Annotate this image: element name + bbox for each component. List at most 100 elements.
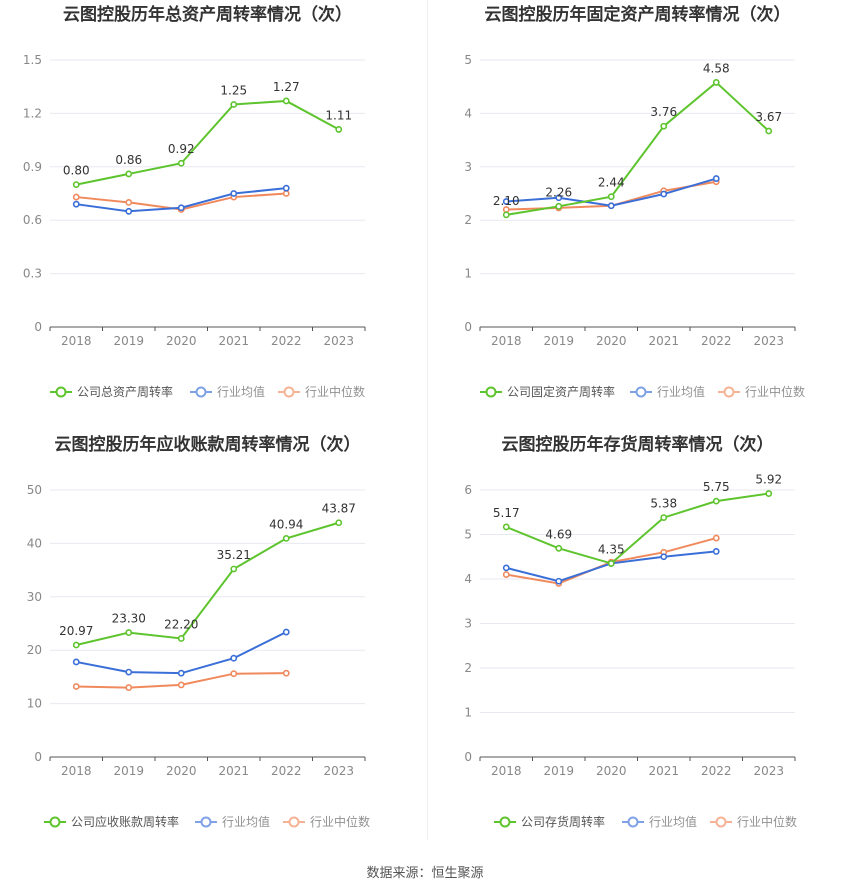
x-tick-label: 2022 (701, 764, 732, 778)
data-point (607, 560, 615, 567)
data-point (765, 490, 773, 497)
data-label: 5.75 (703, 480, 730, 494)
data-point (72, 683, 80, 690)
y-tick-label: 50 (27, 483, 42, 497)
y-tick-label: 6 (464, 483, 472, 497)
y-tick-label: 4 (464, 106, 472, 120)
data-point (125, 198, 133, 206)
data-label: 1.11 (325, 108, 352, 122)
legend-item[interactable]: 行业中位数 (278, 384, 365, 399)
y-tick-label: 0 (34, 320, 42, 334)
data-label: 5.17 (493, 506, 520, 520)
legend-item[interactable]: 公司应收账款周转率 (44, 814, 179, 829)
data-point (177, 681, 185, 689)
x-tick-label: 2019 (113, 764, 144, 778)
data-point (660, 514, 668, 521)
x-tick-label: 2020 (166, 764, 197, 778)
data-point (230, 190, 238, 197)
y-tick-label: 20 (27, 643, 42, 657)
data-point (607, 202, 615, 210)
data-point (282, 628, 290, 636)
y-tick-label: 1.5 (23, 53, 42, 67)
data-point (177, 204, 185, 212)
y-tick-label: 1.2 (23, 106, 42, 120)
legend-marker-icon (195, 386, 207, 398)
data-label: 2.44 (598, 176, 625, 190)
chart-panel-fixed-asset-turnover: 云图控股历年固定资产周转率情况（次） 0 1 2 3 4 5 2018 2019 2020 2021… (430, 0, 850, 430)
legend-marker-icon (715, 816, 727, 828)
data-label: 2.26 (545, 185, 572, 199)
data-label: 4.35 (598, 542, 625, 556)
x-tick-label: 2023 (753, 764, 784, 778)
legend-item[interactable]: 公司固定资产周转率 (480, 384, 615, 399)
data-point (125, 207, 133, 215)
data-point (335, 126, 343, 133)
data-label: 20.97 (59, 624, 93, 638)
data-point (72, 181, 80, 188)
legend-label: 行业均值 (657, 384, 705, 399)
y-tick-label: 4 (464, 572, 472, 586)
data-label: 43.87 (322, 502, 356, 516)
y-tick-label: 0.3 (23, 267, 42, 281)
data-point (712, 548, 720, 555)
x-tick-label: 2020 (596, 334, 627, 348)
data-point (607, 193, 615, 201)
chart-title: 云图控股历年存货周转率情况（次） (502, 434, 774, 455)
y-tick-label: 3 (464, 617, 472, 631)
legend-marker-icon (200, 816, 212, 828)
data-label: 5.38 (650, 497, 677, 511)
panel-divider (427, 0, 428, 840)
data-label: 35.21 (217, 548, 251, 562)
legend-label: 行业中位数 (737, 814, 797, 829)
data-point (712, 79, 720, 86)
data-label: 5.92 (755, 473, 782, 487)
x-tick-label: 2023 (323, 334, 354, 348)
legend-label: 行业中位数 (310, 814, 370, 829)
y-tick-label: 2 (464, 213, 472, 227)
data-label: 4.69 (545, 527, 572, 541)
data-label: 23.30 (112, 612, 146, 626)
legend-item[interactable]: 行业均值 (190, 384, 265, 399)
legend-item[interactable]: 公司存货周转率 (494, 814, 605, 829)
series-line-0 (76, 99, 340, 186)
data-point (502, 211, 510, 219)
data-point (555, 194, 563, 202)
data-point (712, 534, 720, 542)
legend-item[interactable]: 行业均值 (630, 384, 705, 399)
x-tick-label: 2022 (271, 764, 302, 778)
data-point (177, 159, 185, 167)
data-point (230, 101, 238, 108)
legend-label: 公司总资产周转率 (77, 384, 173, 399)
data-point (282, 97, 290, 105)
data-point (555, 577, 563, 585)
y-tick-label: 5 (464, 528, 472, 542)
chart-title: 云图控股历年总资产周转率情况（次） (63, 4, 352, 25)
data-point (765, 127, 773, 135)
legend-marker-icon (485, 386, 497, 398)
series-line-0 (505, 492, 769, 565)
data-point (282, 534, 290, 542)
data-source-note: 数据来源：恒生聚源 (366, 866, 484, 881)
x-tick-label: 2018 (61, 764, 92, 778)
data-label: 0.86 (115, 153, 142, 167)
legend-item[interactable]: 公司总资产周转率 (50, 384, 173, 399)
legend-item[interactable]: 行业均值 (622, 814, 697, 829)
legend-item[interactable]: 行业均值 (195, 814, 270, 829)
chart-svg: 云图控股历年存货周转率情况（次） 0 1 2 3 4 5 6 2018 2019 2020 2021 2… (464, 434, 797, 829)
chart-panel-receivables-turnover: 云图控股历年应收账款周转率情况（次） 0 10 20 30 40 50 2018 2019 202… (0, 430, 425, 860)
data-point (502, 564, 510, 572)
y-tick-label: 40 (27, 536, 42, 550)
y-tick-label: 0 (464, 750, 472, 764)
x-tick-label: 2019 (543, 334, 574, 348)
legend-item[interactable]: 行业中位数 (710, 814, 797, 829)
y-tick-label: 3 (464, 160, 472, 174)
legend-label: 行业均值 (217, 384, 265, 399)
data-point (502, 198, 510, 205)
y-tick-label: 2 (464, 661, 472, 675)
data-point (502, 523, 510, 531)
legend-item[interactable]: 行业中位数 (283, 814, 370, 829)
legend-item[interactable]: 行业中位数 (718, 384, 805, 399)
legend-marker-icon (283, 386, 295, 398)
data-label: 1.25 (220, 84, 247, 98)
x-tick-label: 2021 (218, 334, 249, 348)
